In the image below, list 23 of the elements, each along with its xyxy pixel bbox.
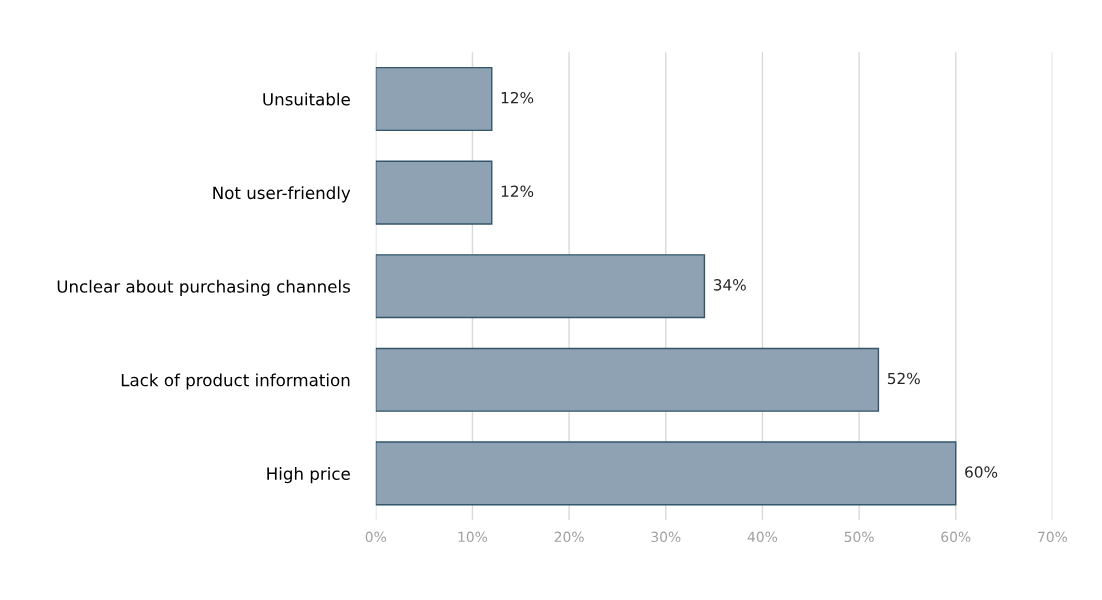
bar: [375, 66, 493, 132]
y-tick-label: Lack of product information: [121, 373, 350, 390]
bar: [375, 441, 957, 506]
data-label: 52%: [887, 372, 920, 385]
x-tick-label: 20%: [554, 531, 584, 543]
data-label: 34%: [713, 279, 746, 291]
y-tick-label: Unclear about purchasing channels: [57, 279, 350, 296]
x-tick-label: 10%: [458, 531, 488, 543]
data-label: 12%: [501, 91, 534, 104]
x-tick-label: 0%: [365, 531, 387, 543]
x-tick-label: 40%: [747, 531, 778, 543]
x-tick-label: 60%: [941, 531, 971, 543]
data-label: 60%: [965, 466, 998, 478]
bar: [375, 160, 493, 225]
data-label: 12%: [501, 185, 534, 198]
y-tick-label: Unsuitable: [263, 92, 350, 106]
y-tick-label: High price: [267, 467, 350, 484]
y-tick-label: Not user-friendly: [213, 186, 351, 203]
x-tick-label: 30%: [651, 531, 681, 543]
x-tick-label: 70%: [1038, 531, 1068, 543]
bar: [375, 254, 706, 319]
x-tick-label: 50%: [844, 531, 874, 543]
bar: [375, 347, 880, 412]
